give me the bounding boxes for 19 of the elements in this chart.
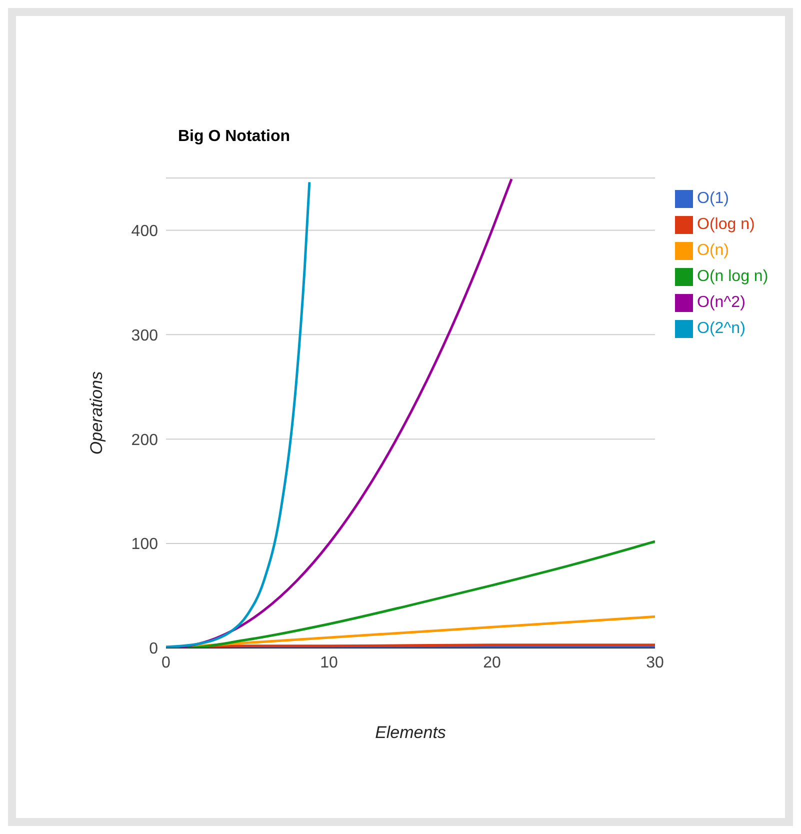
- y-tick-label: 200: [131, 432, 158, 449]
- x-tick-label: 30: [646, 654, 664, 672]
- legend-label: O(2^n): [697, 320, 746, 337]
- legend-label: O(n^2): [697, 294, 746, 311]
- x-tick-label: 0: [162, 654, 171, 672]
- y-tick-label: 100: [131, 536, 158, 554]
- x-tick-label: 20: [483, 654, 501, 672]
- x-axis-title: Elements: [375, 723, 446, 742]
- y-axis-title: Operations: [87, 370, 106, 455]
- y-tick-label: 400: [131, 222, 158, 240]
- legend-label: O(1): [697, 190, 729, 207]
- legend-label: O(n): [697, 242, 729, 259]
- line-series: [166, 180, 311, 648]
- y-tick-label: 300: [131, 327, 158, 344]
- chart-title: Big O Notation: [178, 128, 290, 146]
- y-tick-label: 0: [149, 640, 158, 658]
- legend-label: O(log n): [697, 216, 755, 233]
- x-tick-label: 10: [320, 654, 338, 672]
- legend-label: O(n log n): [697, 268, 768, 285]
